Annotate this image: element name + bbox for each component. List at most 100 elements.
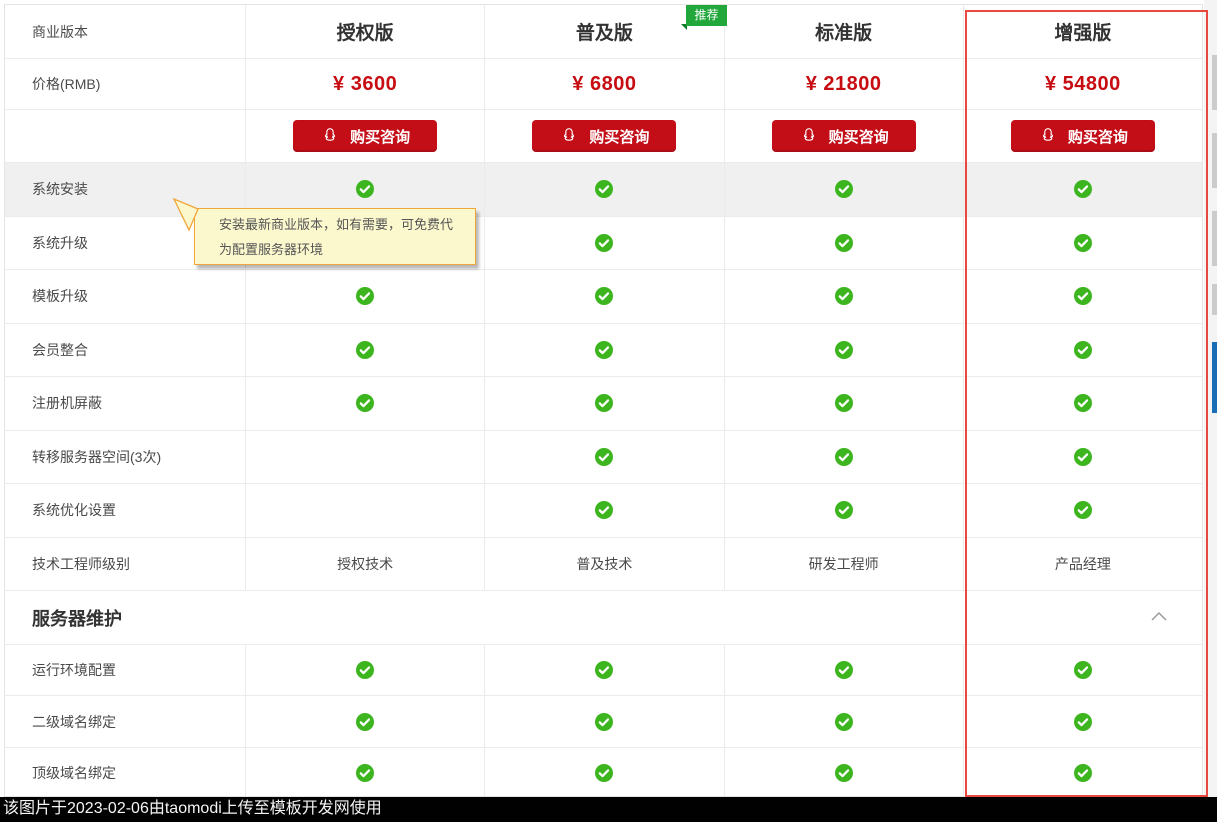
buy-consult-button[interactable]: 购买咨询: [532, 120, 677, 152]
check-icon: [834, 763, 853, 782]
tooltip: 安装最新商业版本，如有需要，可免费代为配置服务器环境: [194, 208, 476, 265]
check-icon: [834, 712, 853, 731]
buy-cell: 购买咨询: [725, 110, 964, 162]
edge-artifact-segment: [1212, 211, 1217, 266]
check-icon: [595, 447, 614, 466]
buy-consult-button[interactable]: 购买咨询: [771, 120, 916, 152]
price-cell: ¥ 6800: [485, 59, 725, 109]
feature-value-cell: [725, 430, 964, 483]
check-icon: [595, 763, 614, 782]
feature-value-cell: [246, 270, 486, 323]
plan-name: 标准版: [815, 23, 873, 44]
feature-value-cell: [725, 645, 964, 696]
feature-label: 转移服务器空间(3次): [5, 430, 246, 483]
feature-value-cell: [485, 645, 725, 696]
plan-name: 普及版: [575, 23, 633, 44]
check-icon: [834, 287, 853, 306]
price-row: 价格(RMB) ¥ 3600 ¥ 6800 ¥ 21800 ¥ 54800: [5, 59, 1202, 110]
feature-label: 顶级域名绑定: [5, 747, 246, 796]
feature-value-cell: [725, 377, 964, 430]
section-header-row: 服务器维护: [5, 591, 1202, 645]
check-icon: [595, 180, 614, 199]
feature-value-cell: [485, 216, 725, 269]
section-collapse-button[interactable]: [1146, 605, 1172, 631]
feature-value-cell: [246, 323, 486, 376]
qq-penguin-icon: [1038, 126, 1058, 146]
table-row: 二级域名绑定: [5, 696, 1202, 748]
buy-button-label: 购买咨询: [589, 128, 650, 146]
check-icon: [1073, 233, 1092, 252]
table-row: 转移服务器空间(3次): [5, 430, 1202, 484]
feature-value-cell: [485, 270, 725, 323]
feature-value-cell: [485, 484, 725, 537]
check-icon: [834, 180, 853, 199]
feature-value-cell: [725, 323, 964, 376]
feature-label: 系统安装: [5, 163, 246, 216]
check-icon: [595, 712, 614, 731]
feature-value-cell: [725, 696, 964, 747]
table-header-row: 商业版本 授权版 普及版 标准版 增强版: [5, 5, 1202, 59]
plan-header-puji: 普及版: [485, 5, 725, 58]
check-icon: [356, 287, 375, 306]
buy-cell: 购买咨询: [246, 110, 486, 162]
check-icon: [1073, 763, 1092, 782]
check-icon: [595, 287, 614, 306]
watermark-bar: 该图片于2023-02-06由taomodi上传至模板开发网使用: [0, 797, 1217, 822]
check-icon: [595, 661, 614, 680]
check-icon: [595, 394, 614, 413]
feature-value-cell: [725, 216, 964, 269]
qq-penguin-icon: [799, 126, 819, 146]
feature-label: 注册机屏蔽: [5, 377, 246, 430]
plan-header-biaozhun: 标准版: [725, 5, 964, 58]
feature-value-cell: [246, 484, 486, 537]
table-row: 顶级域名绑定: [5, 747, 1202, 796]
price-value: ¥ 21800: [805, 72, 882, 95]
check-icon: [834, 340, 853, 359]
feature-value-cell: 产品经理: [1054, 555, 1111, 572]
feature-value-cell: [964, 748, 1202, 796]
check-icon: [356, 394, 375, 413]
feature-value-cell: 授权技术: [246, 537, 486, 590]
check-icon: [595, 501, 614, 520]
feature-label: 会员整合: [5, 323, 246, 376]
feature-value-cell: [725, 484, 964, 537]
feature-value-cell: [246, 747, 486, 796]
buy-button-label: 购买咨询: [1067, 128, 1128, 146]
feature-value-cell: [485, 747, 725, 796]
feature-value-cell: [964, 270, 1202, 323]
recommend-badge: 推荐: [686, 5, 727, 26]
edge-artifact-segment: [1212, 284, 1217, 315]
table-row: 会员整合: [5, 323, 1202, 377]
plan-name: 增强版: [1054, 23, 1112, 44]
feature-value-cell: [246, 645, 486, 696]
check-icon: [834, 447, 853, 466]
price-cell: ¥ 3600: [246, 59, 486, 109]
feature-value-cell: 研发工程师: [725, 537, 964, 590]
qq-penguin-icon: [559, 126, 579, 146]
edge-artifact-segment: [1212, 55, 1217, 110]
feature-value-cell: [725, 163, 964, 216]
recommend-badge-fold: [681, 24, 687, 30]
buy-consult-button[interactable]: 购买咨询: [1010, 120, 1155, 152]
feature-value-cell: [246, 163, 486, 216]
table-row: 系统安装: [5, 163, 1202, 217]
buy-consult-button[interactable]: 购买咨询: [293, 120, 438, 152]
feature-value-cell: [725, 747, 964, 796]
check-icon: [1073, 394, 1092, 413]
table-row: 运行环境配置: [5, 645, 1202, 697]
feature-label: 技术工程师级别: [5, 537, 246, 590]
price-cell: ¥ 21800: [725, 59, 964, 109]
check-icon: [356, 661, 375, 680]
check-icon: [595, 233, 614, 252]
check-icon: [1073, 501, 1092, 520]
feature-value-cell: [485, 163, 725, 216]
edge-artifact-segment: [1212, 133, 1217, 188]
feature-label: 二级域名绑定: [5, 696, 246, 747]
check-icon: [595, 340, 614, 359]
buy-cell: 购买咨询: [485, 110, 725, 162]
table-row: 注册机屏蔽: [5, 377, 1202, 431]
check-icon: [1073, 287, 1092, 306]
pricing-table: 商业版本 授权版 普及版 标准版 增强版 价格(RMB) ¥ 3600 ¥ 68…: [4, 4, 1203, 797]
corner-header: 商业版本: [5, 5, 246, 58]
